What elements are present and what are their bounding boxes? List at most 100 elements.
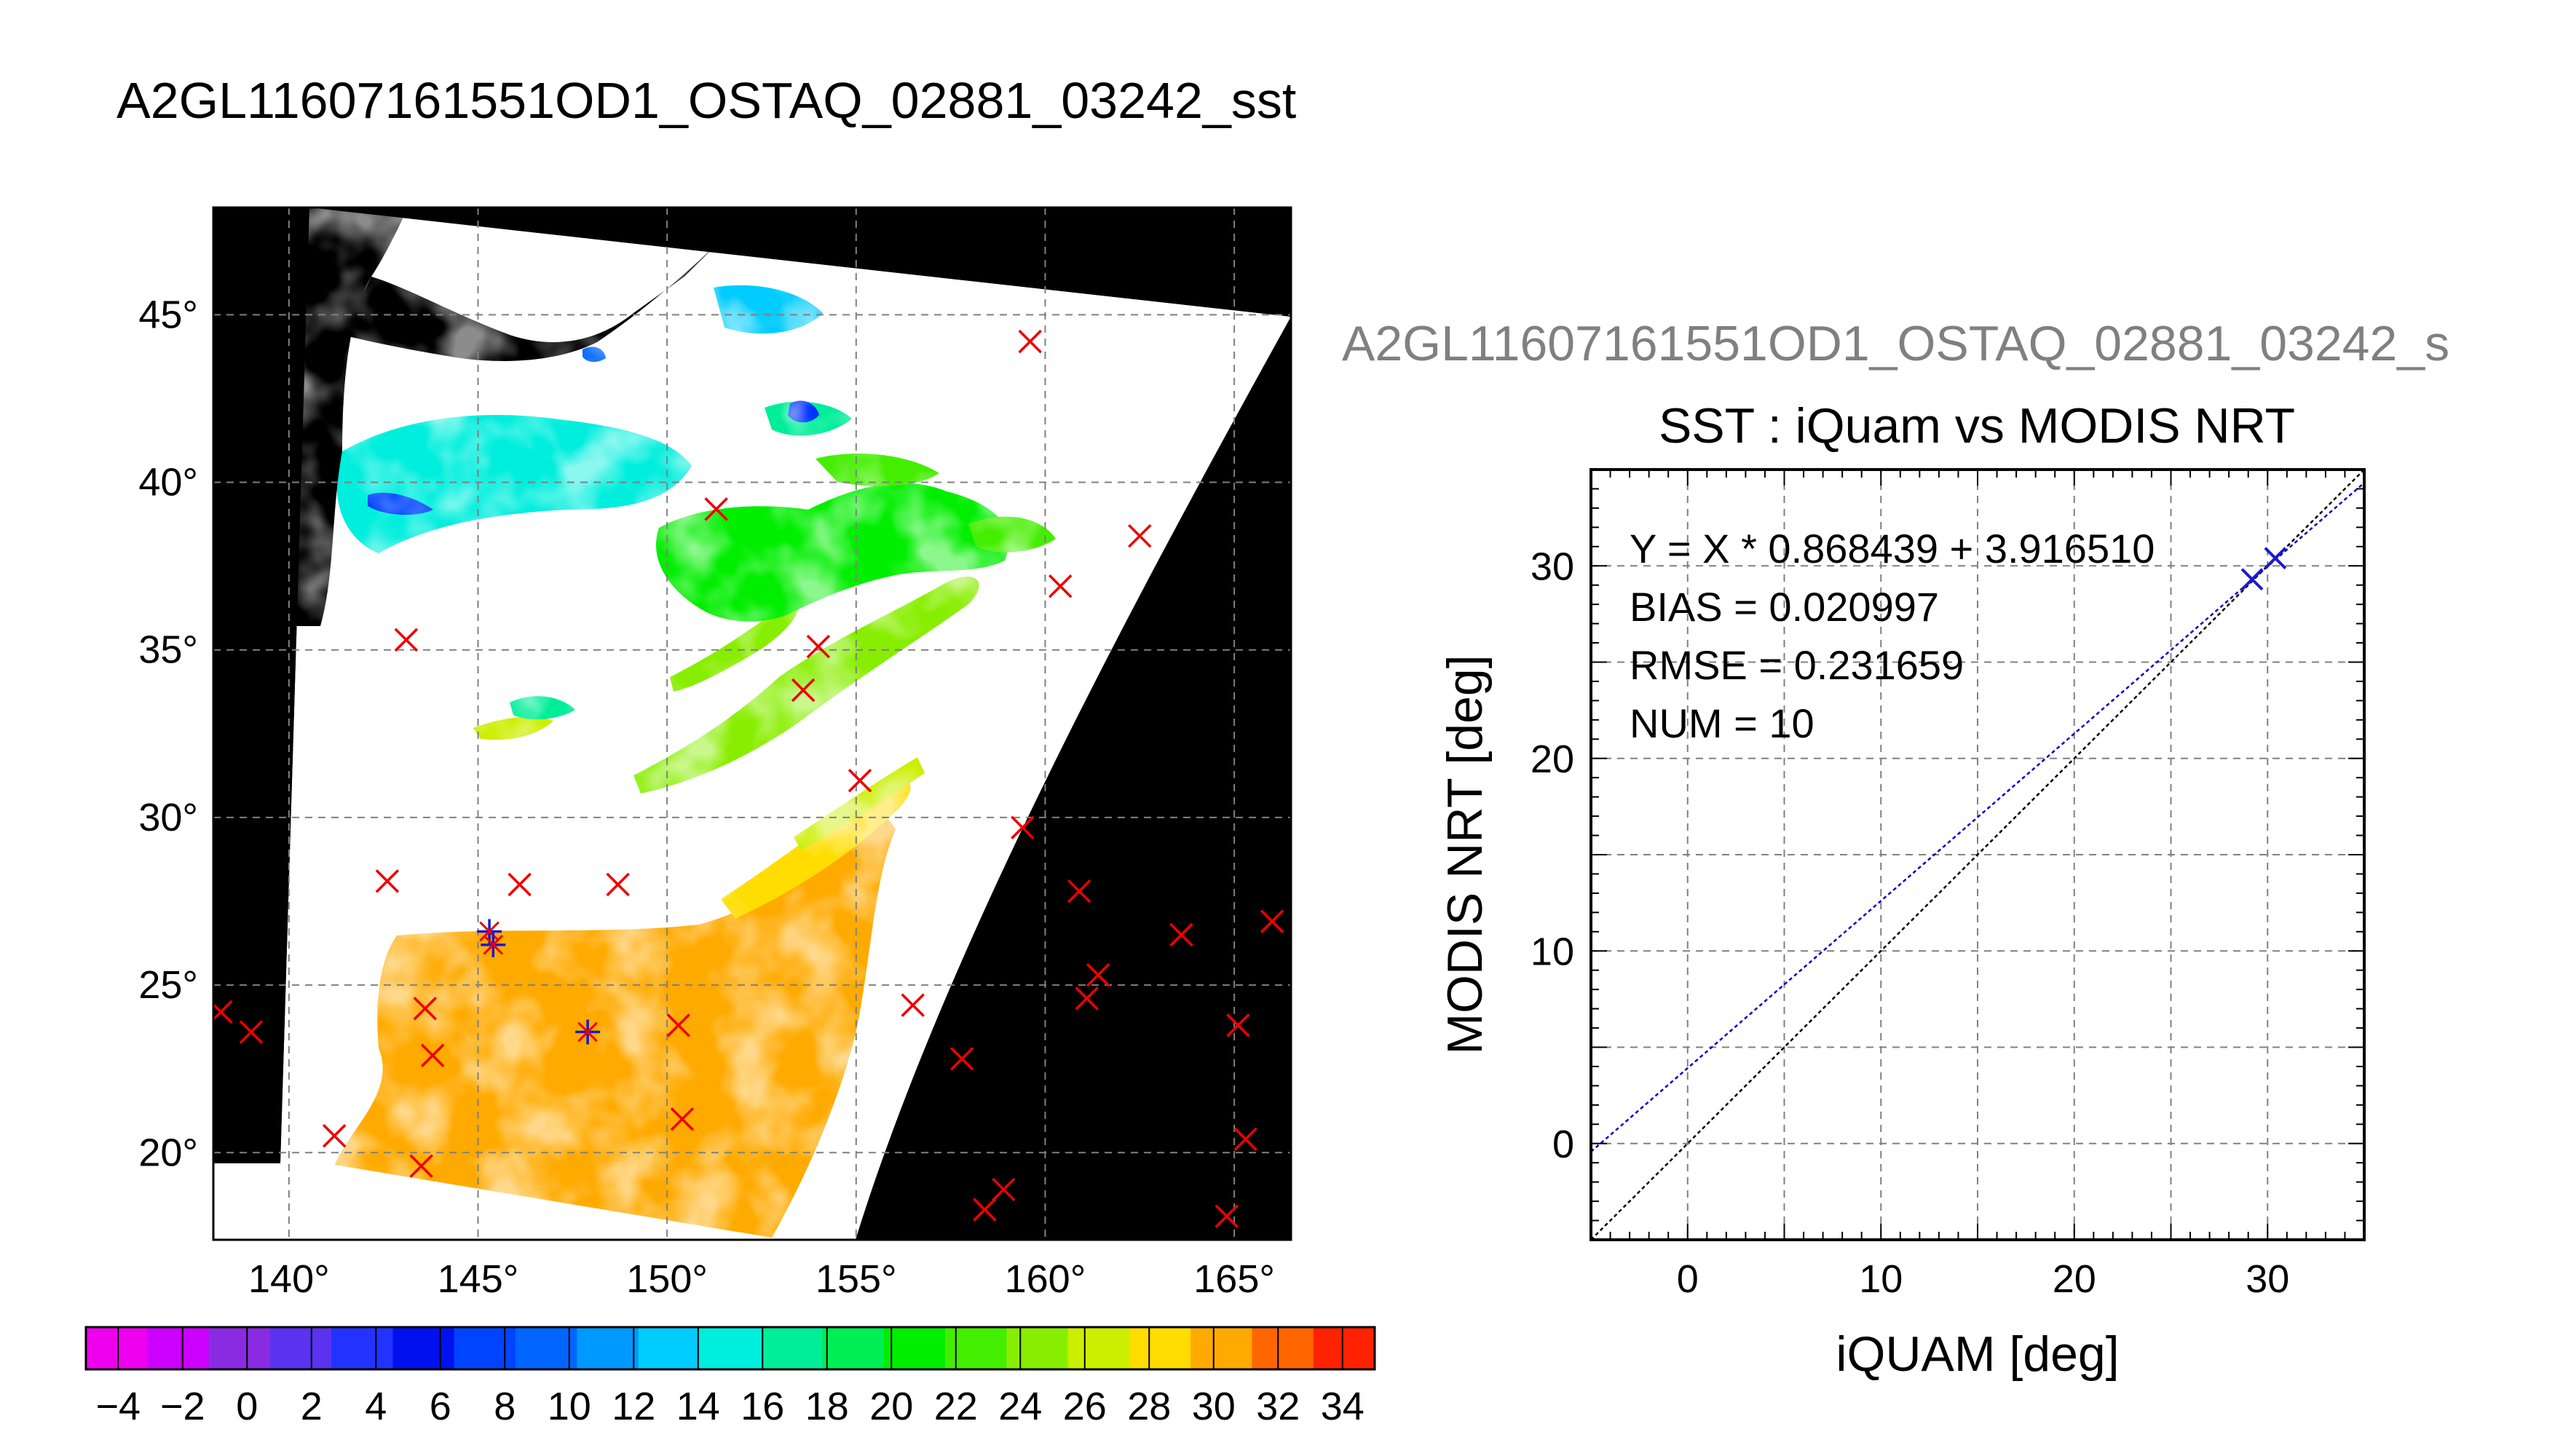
colorbar-swatch: [638, 1327, 700, 1369]
map-lat-tick-label: 20°: [138, 1131, 198, 1174]
map-marker-red: [1233, 1127, 1257, 1152]
identity-line: [1591, 470, 2364, 1240]
colorbar-tick-label: 10: [548, 1385, 591, 1428]
colorbar-swatch: [822, 1327, 885, 1369]
map-ticks: 140° 145° 150° 155° 160° 165° 20° 25° 30° 35° 40° 4…: [138, 293, 1275, 1301]
colorbar-tick-label: 14: [676, 1385, 720, 1428]
map-points: [213, 329, 1284, 1229]
colorbar-tick-label: 24: [998, 1385, 1042, 1428]
colorbar-swatch: [208, 1327, 271, 1369]
colorbar-swatch: [1313, 1327, 1375, 1369]
map-grid: [213, 207, 1291, 1240]
map-marker-red: [1048, 574, 1073, 598]
map-marker-red: [973, 1198, 997, 1222]
colorbar-tick-label: 2: [301, 1385, 323, 1428]
scatter-ytick-label: 30: [1531, 545, 1574, 588]
colorbar-swatch: [1067, 1327, 1130, 1369]
map-marker-red: [420, 1043, 445, 1068]
map-marker-red: [1128, 523, 1152, 548]
map-marker-red: [992, 1177, 1016, 1202]
colorbar-tick-label: 28: [1127, 1385, 1171, 1428]
map-lon-tick-label: 140°: [248, 1257, 330, 1301]
map-marker-red: [322, 1124, 347, 1148]
colorbar-swatch: [1190, 1327, 1253, 1369]
colorbar-swatch: [454, 1327, 516, 1369]
map-lon-tick-label: 150°: [626, 1257, 708, 1301]
scatter-xtick-label: 10: [1859, 1257, 1903, 1301]
map-marker-red: [670, 1107, 695, 1131]
colorbar-swatch: [392, 1327, 455, 1369]
map-marker-red: [704, 497, 728, 521]
map-marker-red: [409, 1154, 433, 1178]
scatter-ytick-label: 0: [1552, 1123, 1574, 1166]
map-marker-red: [239, 1020, 264, 1044]
map-title: A2GL11607161551OD1_OSTAQ_02881_03242_sst: [117, 72, 1296, 129]
colorbar-tick-label: −4: [95, 1385, 141, 1428]
colorbar-tick-label: −2: [160, 1385, 205, 1428]
colorbar-swatch: [883, 1327, 946, 1369]
colorbar-tick-label: 8: [494, 1385, 516, 1428]
colorbar-tick-label: 4: [365, 1385, 387, 1428]
map-lon-tick-label: 160°: [1005, 1257, 1086, 1301]
scatter-ytick-label: 20: [1531, 737, 1574, 781]
map-marker-red: [1086, 963, 1110, 987]
map-marker-red: [1260, 909, 1284, 933]
colorbar-swatch: [86, 1327, 149, 1369]
map-marker-red: [1169, 922, 1193, 947]
map-lat-tick-label: 40°: [138, 461, 198, 505]
colorbar-tick-label: 0: [236, 1385, 258, 1428]
scatter-title-clipped: A2GL11607161551OD1_OSTAQ_02881_03242_s: [1342, 316, 2449, 371]
map-marker-red: [413, 997, 438, 1021]
colorbar: −4 −2 0 2 4 6 8 10 12 14 16 18 20 22 24 26 28 30 32 34: [84, 1326, 1376, 1428]
colorbar-swatch: [269, 1327, 332, 1369]
colorbar-tick-label: 26: [1063, 1385, 1107, 1428]
colorbar-swatch: [945, 1327, 1008, 1369]
map-marker-red: [1226, 1013, 1250, 1037]
map-marker-red: [1018, 329, 1042, 354]
map-marker-red: [901, 993, 925, 1017]
colorbar-tick-label: 20: [869, 1385, 913, 1428]
colorbar-frame: [84, 1326, 1376, 1371]
map-marker-red: [606, 872, 630, 897]
scatter-xlabel: iQUAM [deg]: [1836, 1326, 2119, 1382]
map-marker-red: [508, 872, 532, 897]
map-marker-red: [375, 869, 400, 893]
colorbar-tick-label: 32: [1256, 1385, 1300, 1428]
scatter-stat-line: NUM = 10: [1630, 700, 1814, 746]
map-marker-red: [666, 1013, 690, 1037]
map-marker-blue: [575, 1019, 601, 1045]
sst-map: 140° 145° 150° 155° 160° 165° 20° 25° 30° 35° 40° 4…: [138, 206, 1292, 1301]
map-marker-red: [394, 628, 419, 652]
map-marker-red: [1215, 1204, 1239, 1229]
map-lon-tick-label: 145°: [438, 1257, 519, 1301]
colorbar-swatch: [331, 1327, 394, 1369]
colorbar-tick-label: 12: [612, 1385, 655, 1428]
map-lat-tick-label: 35°: [138, 628, 198, 672]
map-marker-red: [1067, 879, 1091, 903]
scatter-ticks: 0 10 20 30 0 10 20 30: [1531, 470, 2364, 1301]
map-marker-red: [806, 634, 831, 659]
scatter-stats: Y = X * 0.868439 + 3.916510 BIAS = 0.0209…: [1630, 526, 2155, 746]
map-lat-tick-label: 25°: [138, 963, 198, 1007]
fit-line: [1591, 482, 2364, 1152]
map-marker-red: [848, 769, 872, 793]
scatter-ylabel: MODIS NRT [deg]: [1437, 654, 1493, 1054]
map-lat-tick-label: 30°: [138, 796, 198, 839]
scatter-xtick-label: 30: [2246, 1257, 2289, 1301]
colorbar-swatch: [699, 1327, 762, 1369]
colorbar-swatch: [516, 1327, 578, 1369]
scatter-ytick-label: 10: [1531, 930, 1574, 973]
colorbar-tick-label: 18: [805, 1385, 849, 1428]
map-marker-red: [791, 678, 816, 703]
colorbar-tick-label: 30: [1192, 1385, 1236, 1428]
map-marker-red: [1075, 986, 1099, 1010]
map-frame: [212, 206, 1292, 1241]
map-lon-tick-label: 165°: [1193, 1257, 1275, 1301]
colorbar-tick-label: 6: [430, 1385, 451, 1428]
scatter-stat-line: RMSE = 0.231659: [1630, 642, 1964, 688]
scatter-stat-line: BIAS = 0.020997: [1630, 584, 1939, 630]
map-lat-tick-label: 45°: [138, 293, 198, 336]
colorbar-swatch: [1129, 1327, 1191, 1369]
colorbar-tick-label: 22: [934, 1385, 978, 1428]
